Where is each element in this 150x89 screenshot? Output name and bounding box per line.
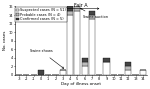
Bar (103, 62, 110, 75)
Bar (74, 6, 80, 11)
Legend: Suspected cases (N = 51), Probable cases (N = 4), Confirmed cases (N = 5): Suspected cases (N = 51), Probable cases… (15, 7, 67, 22)
Y-axis label: No. cases: No. cases (3, 31, 7, 50)
X-axis label: Day of illness onset: Day of illness onset (61, 82, 101, 86)
Bar (67, 6, 73, 11)
Bar (125, 66, 131, 70)
Bar (125, 70, 131, 75)
Text: Swine auction: Swine auction (80, 8, 108, 19)
Bar (74, 2, 80, 6)
Bar (89, 19, 95, 75)
Bar (67, 15, 73, 75)
Bar (74, 11, 80, 75)
Bar (60, 70, 66, 75)
Bar (38, 70, 44, 75)
Text: Fair A: Fair A (74, 3, 88, 8)
Text: Swine shows: Swine shows (30, 49, 64, 68)
Bar (89, 15, 95, 19)
Bar (103, 58, 110, 62)
Bar (140, 70, 146, 75)
Bar (67, 11, 73, 15)
Bar (82, 58, 88, 62)
Bar (89, 11, 95, 15)
Bar (82, 62, 88, 66)
Bar (82, 66, 88, 75)
Bar (125, 62, 131, 66)
